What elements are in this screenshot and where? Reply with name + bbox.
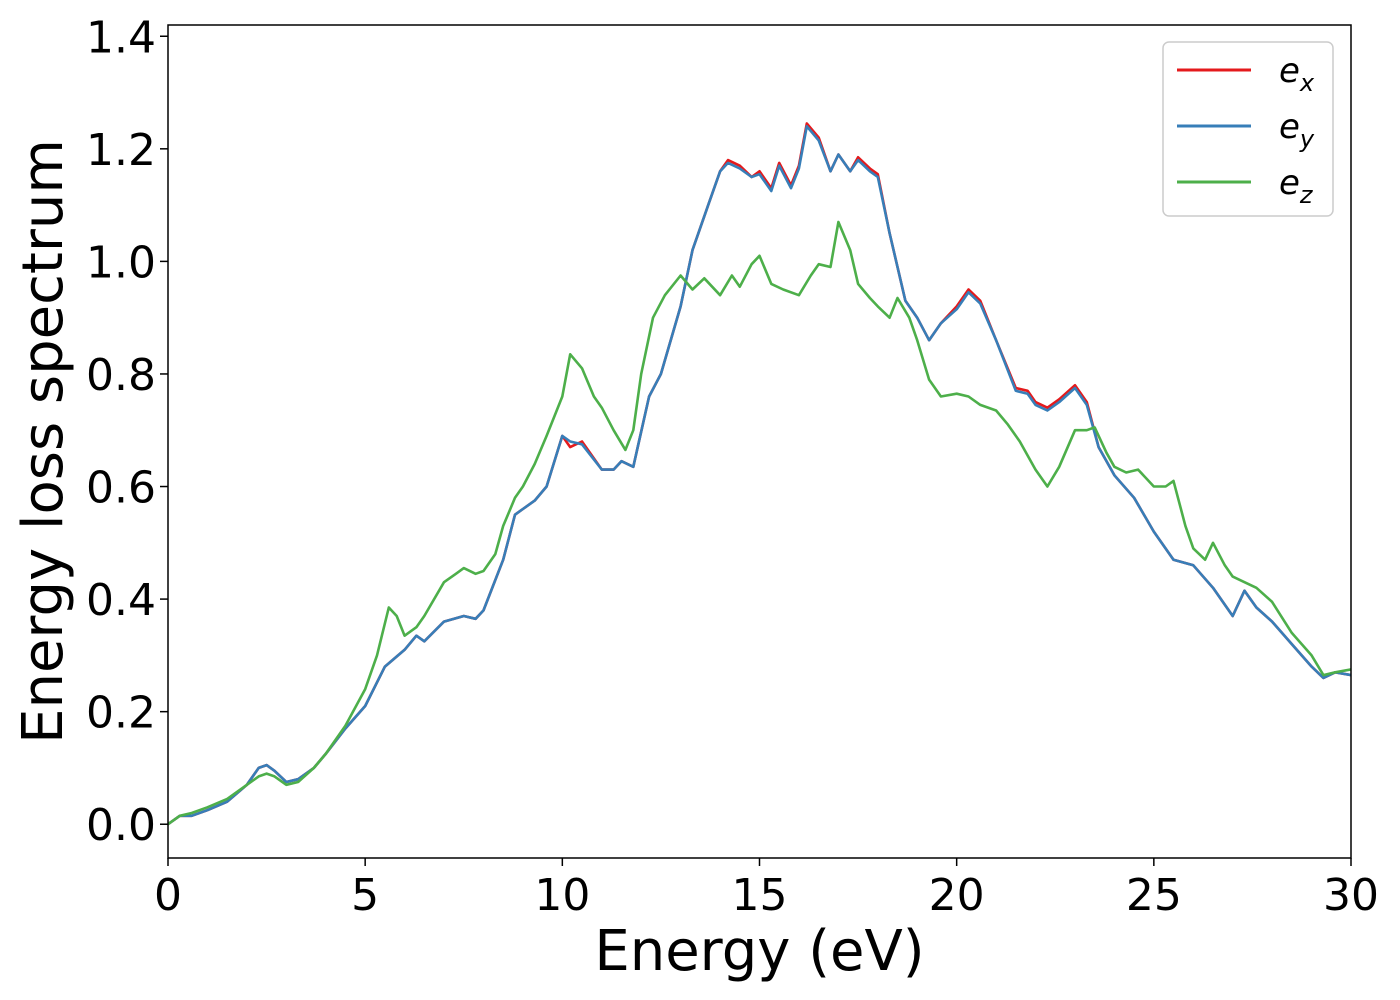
y-tick-label: 0.8: [86, 350, 156, 401]
y-tick-label: 1.4: [86, 12, 156, 63]
series-line-y: [168, 125, 1351, 826]
y-axis-title: Energy loss spectrum: [11, 139, 76, 744]
x-tick-label: 10: [534, 870, 590, 921]
legend-label-z: ez: [1279, 163, 1314, 209]
y-tick-label: 0.4: [86, 575, 156, 626]
series-line-z: [168, 220, 1351, 826]
y-tick-label: 0.2: [86, 688, 156, 739]
series-layer: [168, 122, 1351, 826]
x-tick-label: 0: [154, 870, 182, 921]
x-tick-label: 30: [1323, 870, 1379, 921]
ticks-layer: 0 5 10 15 20 25 30 0.0 0.2 0.4 0.6 0.8 1.0 1.2 1.4: [86, 12, 1379, 921]
x-axis-title: Energy (eV): [594, 919, 924, 984]
series-line-x: [168, 122, 1351, 826]
legend-label-y: ey: [1279, 107, 1315, 153]
y-tick-label: 1.2: [86, 125, 156, 176]
legend-label-x: ex: [1279, 51, 1315, 97]
y-tick-label: 0.0: [86, 800, 156, 851]
x-tick-label: 5: [351, 870, 379, 921]
y-tick-label: 1.0: [86, 237, 156, 288]
x-tick-label: 25: [1126, 870, 1182, 921]
y-tick-label: 0.6: [86, 463, 156, 514]
legend-box: [1162, 41, 1334, 217]
legend: ex ey ez: [1162, 41, 1334, 217]
x-tick-label: 20: [929, 870, 985, 921]
x-tick-label: 15: [732, 870, 788, 921]
